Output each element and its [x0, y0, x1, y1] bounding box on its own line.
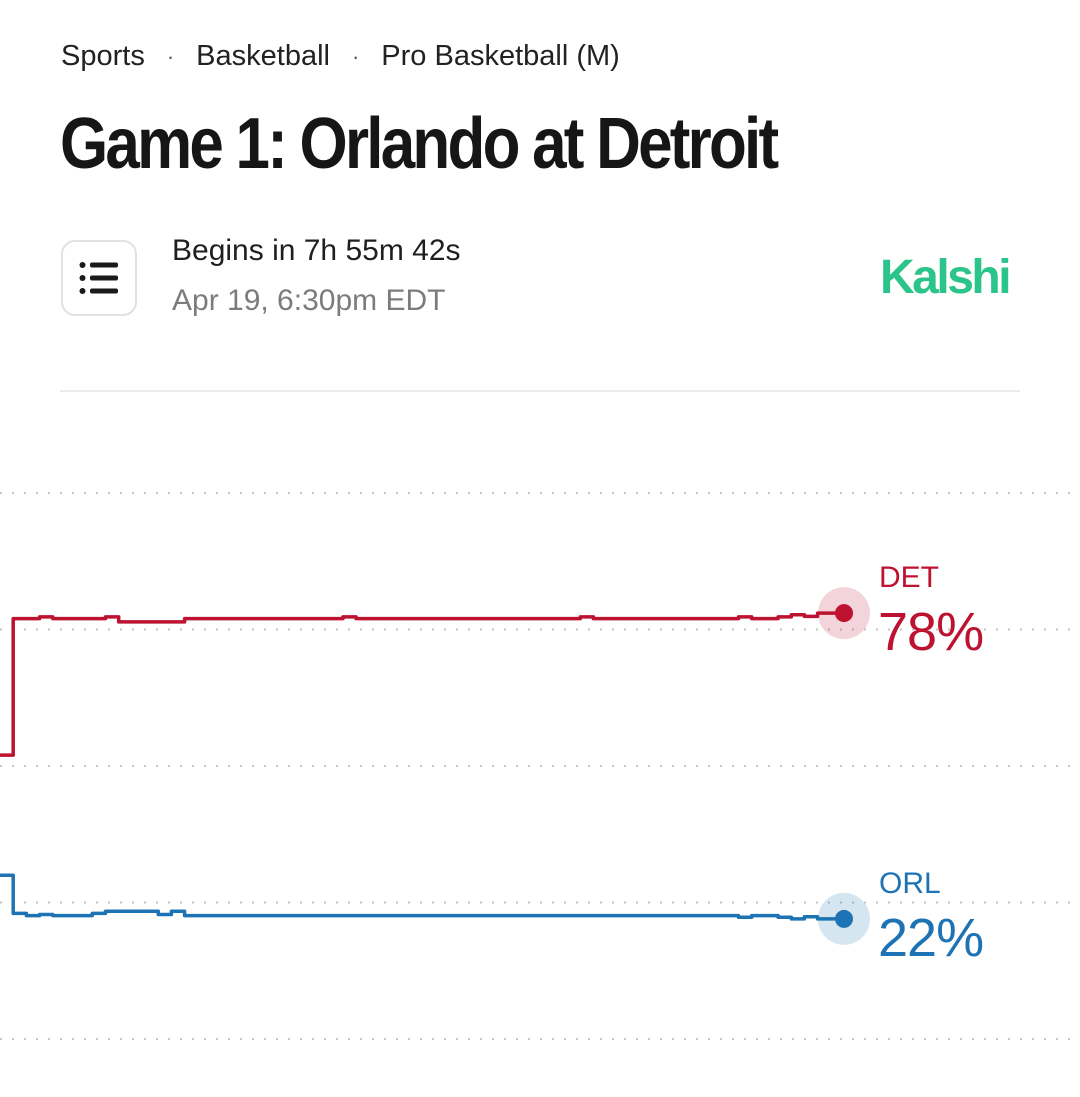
breadcrumb-item-pro-basketball[interactable]: Pro Basketball (M) [381, 40, 620, 72]
list-icon [79, 262, 118, 294]
start-time: Apr 19, 6:30pm EDT [172, 284, 446, 317]
breadcrumb-item-basketball[interactable]: Basketball [196, 40, 330, 72]
endpoint-dot-det [835, 604, 853, 623]
kalshi-logo[interactable]: Kalshi [880, 251, 1012, 304]
breadcrumb-separator: · [166, 43, 175, 69]
series-line-det [0, 611, 844, 757]
page-title: Game 1: Orlando at Detroit [60, 104, 779, 184]
breadcrumb-item-sports[interactable]: Sports [61, 40, 145, 72]
breadcrumb: Sports · Basketball · Pro Basketball (M) [61, 40, 620, 73]
endpoint-dot-orl [835, 909, 853, 928]
countdown-text: Begins in 7h 55m 42s [172, 234, 461, 267]
series-label-orl: ORL [879, 867, 941, 900]
series-label-det: DET [879, 561, 939, 594]
menu-button[interactable] [61, 240, 137, 316]
divider [60, 390, 1020, 392]
series-line-orl [0, 873, 844, 921]
breadcrumb-separator: · [351, 43, 360, 69]
probability-chart: DET 78% ORL 22% [0, 492, 1075, 1040]
series-value-orl: 22% [878, 908, 983, 968]
series-value-det: 78% [878, 602, 983, 662]
